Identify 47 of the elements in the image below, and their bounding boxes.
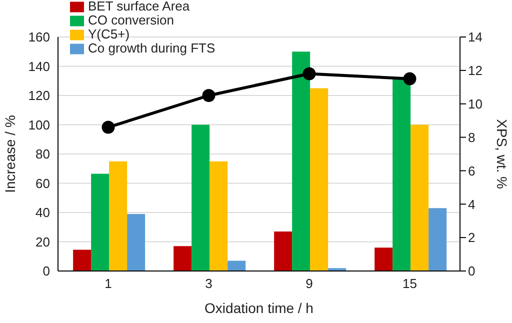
y2-tick-label: 2 <box>468 230 476 246</box>
point <box>102 120 115 134</box>
x-tick-label: 1 <box>104 276 112 292</box>
bar <box>127 214 146 271</box>
bar <box>292 52 310 271</box>
y2-tick-label: 6 <box>468 163 476 178</box>
y-tick-label: 140 <box>28 58 50 74</box>
point <box>202 89 216 102</box>
legend-label: BET surface Area <box>88 0 190 14</box>
y-tick-label: 80 <box>36 146 50 162</box>
legend-label: CO conversion <box>88 12 174 28</box>
legend-label: Y(C5+) <box>88 26 130 42</box>
y2-tick-label: 12 <box>468 63 482 78</box>
legend-label: Co growth during FTS <box>88 40 216 56</box>
bar <box>310 88 328 271</box>
y-tick-label: 100 <box>28 117 50 132</box>
bar <box>392 78 411 271</box>
bar <box>109 161 128 271</box>
bar <box>91 174 110 271</box>
x-tick-label: 15 <box>402 276 417 292</box>
point <box>403 72 416 86</box>
y2-tick-label: 14 <box>468 30 482 45</box>
y-tick-label: 120 <box>28 88 50 104</box>
bar <box>192 124 210 271</box>
bar <box>228 260 246 271</box>
y-tick-label: 160 <box>28 30 50 45</box>
bar <box>73 250 92 271</box>
bar <box>410 124 429 271</box>
x-tick-label: 9 <box>306 276 313 292</box>
x-axis-title: Oxidation time / h <box>204 300 314 316</box>
y2-tick-label: 10 <box>468 96 482 112</box>
x-tick-label: 3 <box>205 276 212 292</box>
y-tick-label: 60 <box>36 176 50 191</box>
y-tick-label: 20 <box>36 234 50 250</box>
bar <box>174 246 192 271</box>
bar <box>374 248 393 271</box>
y-tick-label: 40 <box>36 205 50 220</box>
y2-tick-label: 8 <box>468 130 476 145</box>
y-axis-title: Increase / % <box>2 115 18 193</box>
point <box>302 67 316 80</box>
bar <box>210 161 228 271</box>
y-tick-label: 0 <box>42 264 50 279</box>
y2-tick-label: 4 <box>468 196 476 212</box>
bar <box>428 208 447 271</box>
y2-axis-title: XPS, wt. % <box>494 118 510 190</box>
y2-tick-label: 0 <box>468 264 476 279</box>
bar <box>274 232 292 271</box>
